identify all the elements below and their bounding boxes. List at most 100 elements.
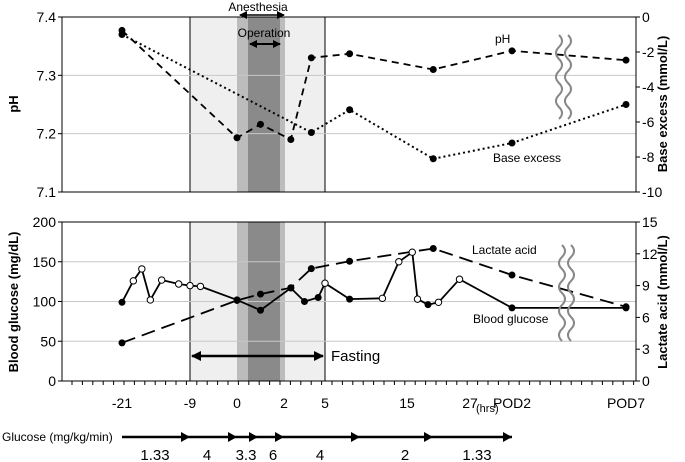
- shaded-periods: [189, 16, 326, 382]
- x-tick-label: POD7: [607, 395, 645, 411]
- data-point-blood-glucose: [395, 258, 403, 266]
- ph-axis-tick-label: 7.4: [37, 9, 57, 25]
- data-point-lactate-acid: [508, 271, 516, 279]
- break-mark-top-1: [555, 34, 563, 120]
- infusion-arrowhead: [275, 432, 284, 442]
- data-point-ph: [233, 134, 241, 142]
- data-point-blood-glucose: [174, 280, 183, 288]
- glucose-infusion-label: Glucose (mg/kg/min): [2, 430, 113, 444]
- infusion-rate-label: 6: [269, 447, 277, 462]
- data-point-base-excess: [508, 139, 516, 147]
- infusion-rate-label: 4: [316, 447, 324, 462]
- data-point-blood-glucose: [508, 304, 516, 312]
- data-point-blood-glucose: [301, 298, 308, 305]
- data-point-ph: [508, 47, 516, 55]
- infusion-arrowhead: [228, 432, 237, 442]
- ph-series-label: pH: [495, 32, 510, 46]
- be-axis-tick-label: -8: [642, 149, 655, 165]
- data-point-blood-glucose: [196, 282, 205, 291]
- infusion-rate-label: 1.33: [140, 447, 169, 462]
- anesthesia-label: Anesthesia: [228, 0, 288, 14]
- glucose-infusion-timeline: Glucose (mg/kg/min) 1.33 4 3.3 6 4 2 1.33: [2, 430, 512, 462]
- lactate-axis-tick-label: 3: [642, 341, 650, 357]
- infusion-arrowhead: [424, 432, 433, 442]
- glucose-axis-title: Blood glucose (mg/dL): [6, 232, 21, 373]
- data-point-blood-glucose: [287, 284, 295, 292]
- be-axis-tick-label: -10: [642, 184, 662, 200]
- x-tick-label: 15: [399, 395, 415, 411]
- x-tick-label: 27: [462, 395, 478, 411]
- top-plot-frame: [61, 16, 637, 193]
- data-point-ph: [622, 56, 630, 64]
- x-tick-label: 5: [321, 395, 329, 411]
- lactate-axis-title: Lactate acid (mmol/L): [655, 235, 670, 369]
- data-point-ph: [307, 54, 315, 62]
- base-excess-series-label: Base excess: [493, 151, 561, 165]
- infusion-arrowhead: [181, 432, 190, 442]
- y-axes: 7.1 7.2 7.3 7.4 -10 -8 -6 -4 -2 0 0 50 100 150 200 0 3 6 9…: [33, 9, 663, 389]
- break-mark-bottom-2: [567, 244, 575, 342]
- data-point-blood-glucose: [408, 248, 416, 256]
- data-point-blood-glucose: [455, 275, 464, 283]
- lactate-series-label: Lactate acid: [472, 243, 537, 257]
- data-point-base-excess: [118, 31, 126, 38]
- axis-break-marks: [555, 34, 575, 342]
- x-tick-label: 0: [233, 395, 241, 411]
- data-point-blood-glucose: [622, 304, 630, 312]
- data-point-blood-glucose: [233, 296, 241, 304]
- glucose-axis-tick-label: 150: [33, 254, 57, 270]
- be-axis-tick-label: 0: [642, 9, 650, 25]
- operation-label: Operation: [238, 26, 291, 40]
- glucose-axis-tick-label: 50: [40, 333, 56, 349]
- infusion-arrowhead: [249, 432, 258, 442]
- x-tick-label: -9: [184, 395, 197, 411]
- data-point-blood-glucose: [314, 294, 322, 302]
- data-series: [118, 26, 630, 347]
- data-point-lactate-acid: [429, 245, 437, 252]
- data-point-lactate-acid: [257, 290, 264, 298]
- data-point-base-excess: [429, 155, 437, 163]
- x-axis: -21 -9 0 2 5 15 27 POD2 POD7 (hrs): [71, 381, 645, 415]
- be-axis-tick-label: -4: [642, 79, 655, 95]
- data-point-ph: [429, 66, 437, 73]
- lactate-axis-tick-label: 6: [642, 309, 650, 325]
- infusion-rate-label: 1.33: [462, 447, 491, 462]
- data-point-lactate-acid: [346, 257, 354, 265]
- data-point-base-excess: [307, 129, 315, 136]
- lactate-axis-tick-label: 12: [642, 246, 658, 262]
- data-point-ph: [346, 50, 354, 58]
- data-point-blood-glucose: [129, 277, 138, 285]
- series-line-base-excess: [121, 33, 627, 160]
- data-point-blood-glucose: [257, 306, 264, 314]
- fasting-label: Fasting: [331, 348, 380, 365]
- glucose-axis-tick-label: 200: [33, 214, 57, 230]
- glucose-axis-tick-label: 100: [33, 294, 57, 310]
- data-point-ph: [287, 136, 295, 143]
- lactate-axis-tick-label: 0: [642, 373, 650, 389]
- data-point-lactate-acid: [118, 339, 126, 347]
- x-tick-label: 2: [280, 395, 288, 411]
- x-tick-label: POD2: [493, 395, 531, 411]
- be-axis-tick-label: -6: [642, 114, 655, 130]
- infusion-rate-label: 4: [203, 447, 211, 462]
- x-unit-label: (hrs): [476, 403, 499, 415]
- data-point-blood-glucose: [346, 295, 354, 303]
- data-point-blood-glucose: [434, 298, 443, 306]
- be-axis-tick-label: -2: [642, 44, 655, 60]
- data-point-blood-glucose: [413, 295, 422, 303]
- data-point-base-excess: [346, 106, 354, 114]
- ph-axis-tick-label: 7.2: [37, 126, 57, 142]
- glucose-axis-tick-label: 0: [48, 373, 56, 389]
- ph-axis-title: pH: [6, 95, 21, 112]
- glucose-series-label: Blood glucose: [473, 312, 549, 326]
- lactate-axis-tick-label: 9: [642, 278, 650, 294]
- ph-axis-tick-label: 7.1: [37, 184, 57, 200]
- data-point-lactate-acid: [307, 265, 315, 273]
- break-mark-top-2: [564, 34, 572, 120]
- infusion-arrowhead: [503, 432, 512, 442]
- data-point-blood-glucose: [138, 265, 146, 273]
- infusion-rate-label: 3.3: [236, 447, 257, 462]
- series-line-lactate-acid: [121, 247, 627, 344]
- ph-axis-tick-label: 7.3: [37, 67, 57, 83]
